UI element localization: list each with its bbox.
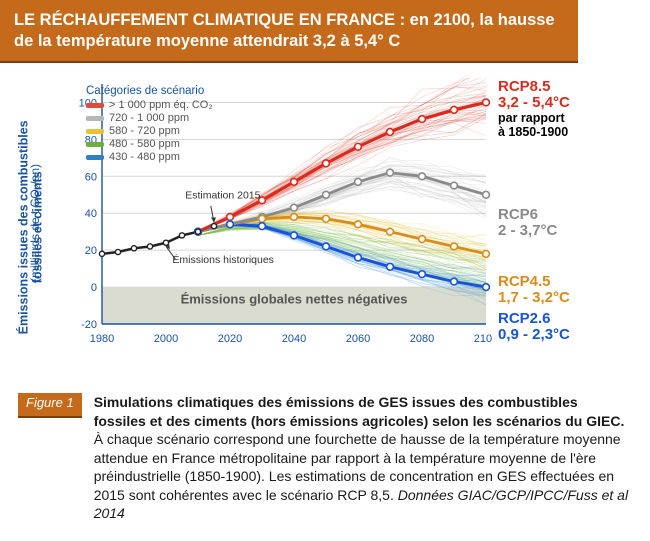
scenario-range: 3,2 - 5,4°C [498, 95, 570, 111]
svg-text:2020: 2020 [218, 333, 242, 345]
scenario-name: RCP4.5 [498, 274, 570, 290]
legend-row: 720 - 1 000 ppm [86, 112, 213, 124]
svg-text:2100: 2100 [474, 333, 492, 345]
svg-text:Émissions historiques: Émissions historiques [172, 253, 274, 266]
svg-text:-20: -20 [81, 319, 97, 331]
scenario-label-RCP8.5: RCP8.53,2 - 5,4°Cpar rapportà 1850-1900 [498, 79, 570, 179]
scenario-name: RCP2.6 [498, 311, 570, 327]
y-axis-label-group: Émissions issues des combustibles fossil… [6, 108, 46, 328]
scenario-label-RCP4.5: RCP4.51,7 - 3,2°C [498, 274, 570, 306]
svg-text:Émissions globales nettes néga: Émissions globales nettes négatives [181, 292, 408, 307]
svg-text:2040: 2040 [282, 333, 306, 345]
chart-area: Émissions issues des combustibles fossil… [0, 63, 650, 383]
svg-text:Estimation 2015: Estimation 2015 [185, 190, 260, 202]
svg-text:2080: 2080 [410, 333, 434, 345]
par-rapport: par rapportà 1850-1900 [498, 112, 570, 140]
legend-label: 580 - 720 ppm [109, 125, 180, 137]
legend-row: 430 - 480 ppm [86, 151, 213, 163]
y-axis-unit: (milliards de t CO₂/an) [28, 118, 42, 328]
svg-text:2060: 2060 [346, 333, 370, 345]
legend-row: 580 - 720 ppm [86, 125, 213, 137]
legend-label: > 1 000 ppm éq. CO₂ [109, 99, 213, 111]
svg-text:1980: 1980 [90, 333, 114, 345]
caption-bold: Simulations climatiques des émissions de… [94, 394, 625, 428]
scenario-label-RCP2.6: RCP2.60,9 - 2,3°C [498, 311, 570, 343]
legend-swatch [86, 142, 104, 147]
header-title: LE RÉCHAUFFEMENT CLIMATIQUE EN FRANCE : … [0, 0, 578, 63]
legend-label: 430 - 480 ppm [109, 151, 180, 163]
legend-row: > 1 000 ppm éq. CO₂ [86, 99, 213, 111]
svg-text:60: 60 [85, 172, 97, 184]
svg-text:2000: 2000 [154, 333, 178, 345]
legend-swatch [86, 103, 104, 108]
scenario-label-RCP6: RCP62 - 3,7°C [498, 207, 557, 239]
legend-title: Catégories de scénario [86, 85, 213, 97]
legend-swatch [86, 116, 104, 121]
figure-tag: Figure 1 [18, 393, 82, 418]
legend-swatch [86, 155, 104, 160]
figure-caption: Simulations climatiques des émissions de… [94, 393, 632, 522]
svg-text:0: 0 [91, 282, 97, 294]
legend-swatch [86, 129, 104, 134]
scenario-range: 0,9 - 2,3°C [498, 327, 570, 343]
legend: Catégories de scénario > 1 000 ppm éq. C… [86, 85, 213, 164]
legend-label: 720 - 1 000 ppm [109, 112, 189, 124]
scenario-name: RCP8.5 [498, 79, 570, 95]
scenario-name: RCP6 [498, 207, 557, 223]
svg-text:40: 40 [85, 208, 97, 220]
legend-label: 480 - 580 ppm [109, 138, 180, 150]
figure-caption-row: Figure 1 Simulations climatiques des émi… [0, 383, 650, 540]
legend-row: 480 - 580 ppm [86, 138, 213, 150]
scenario-range: 1,7 - 3,2°C [498, 290, 570, 306]
scenario-range: 2 - 3,7°C [498, 223, 557, 239]
svg-text:20: 20 [85, 245, 97, 257]
